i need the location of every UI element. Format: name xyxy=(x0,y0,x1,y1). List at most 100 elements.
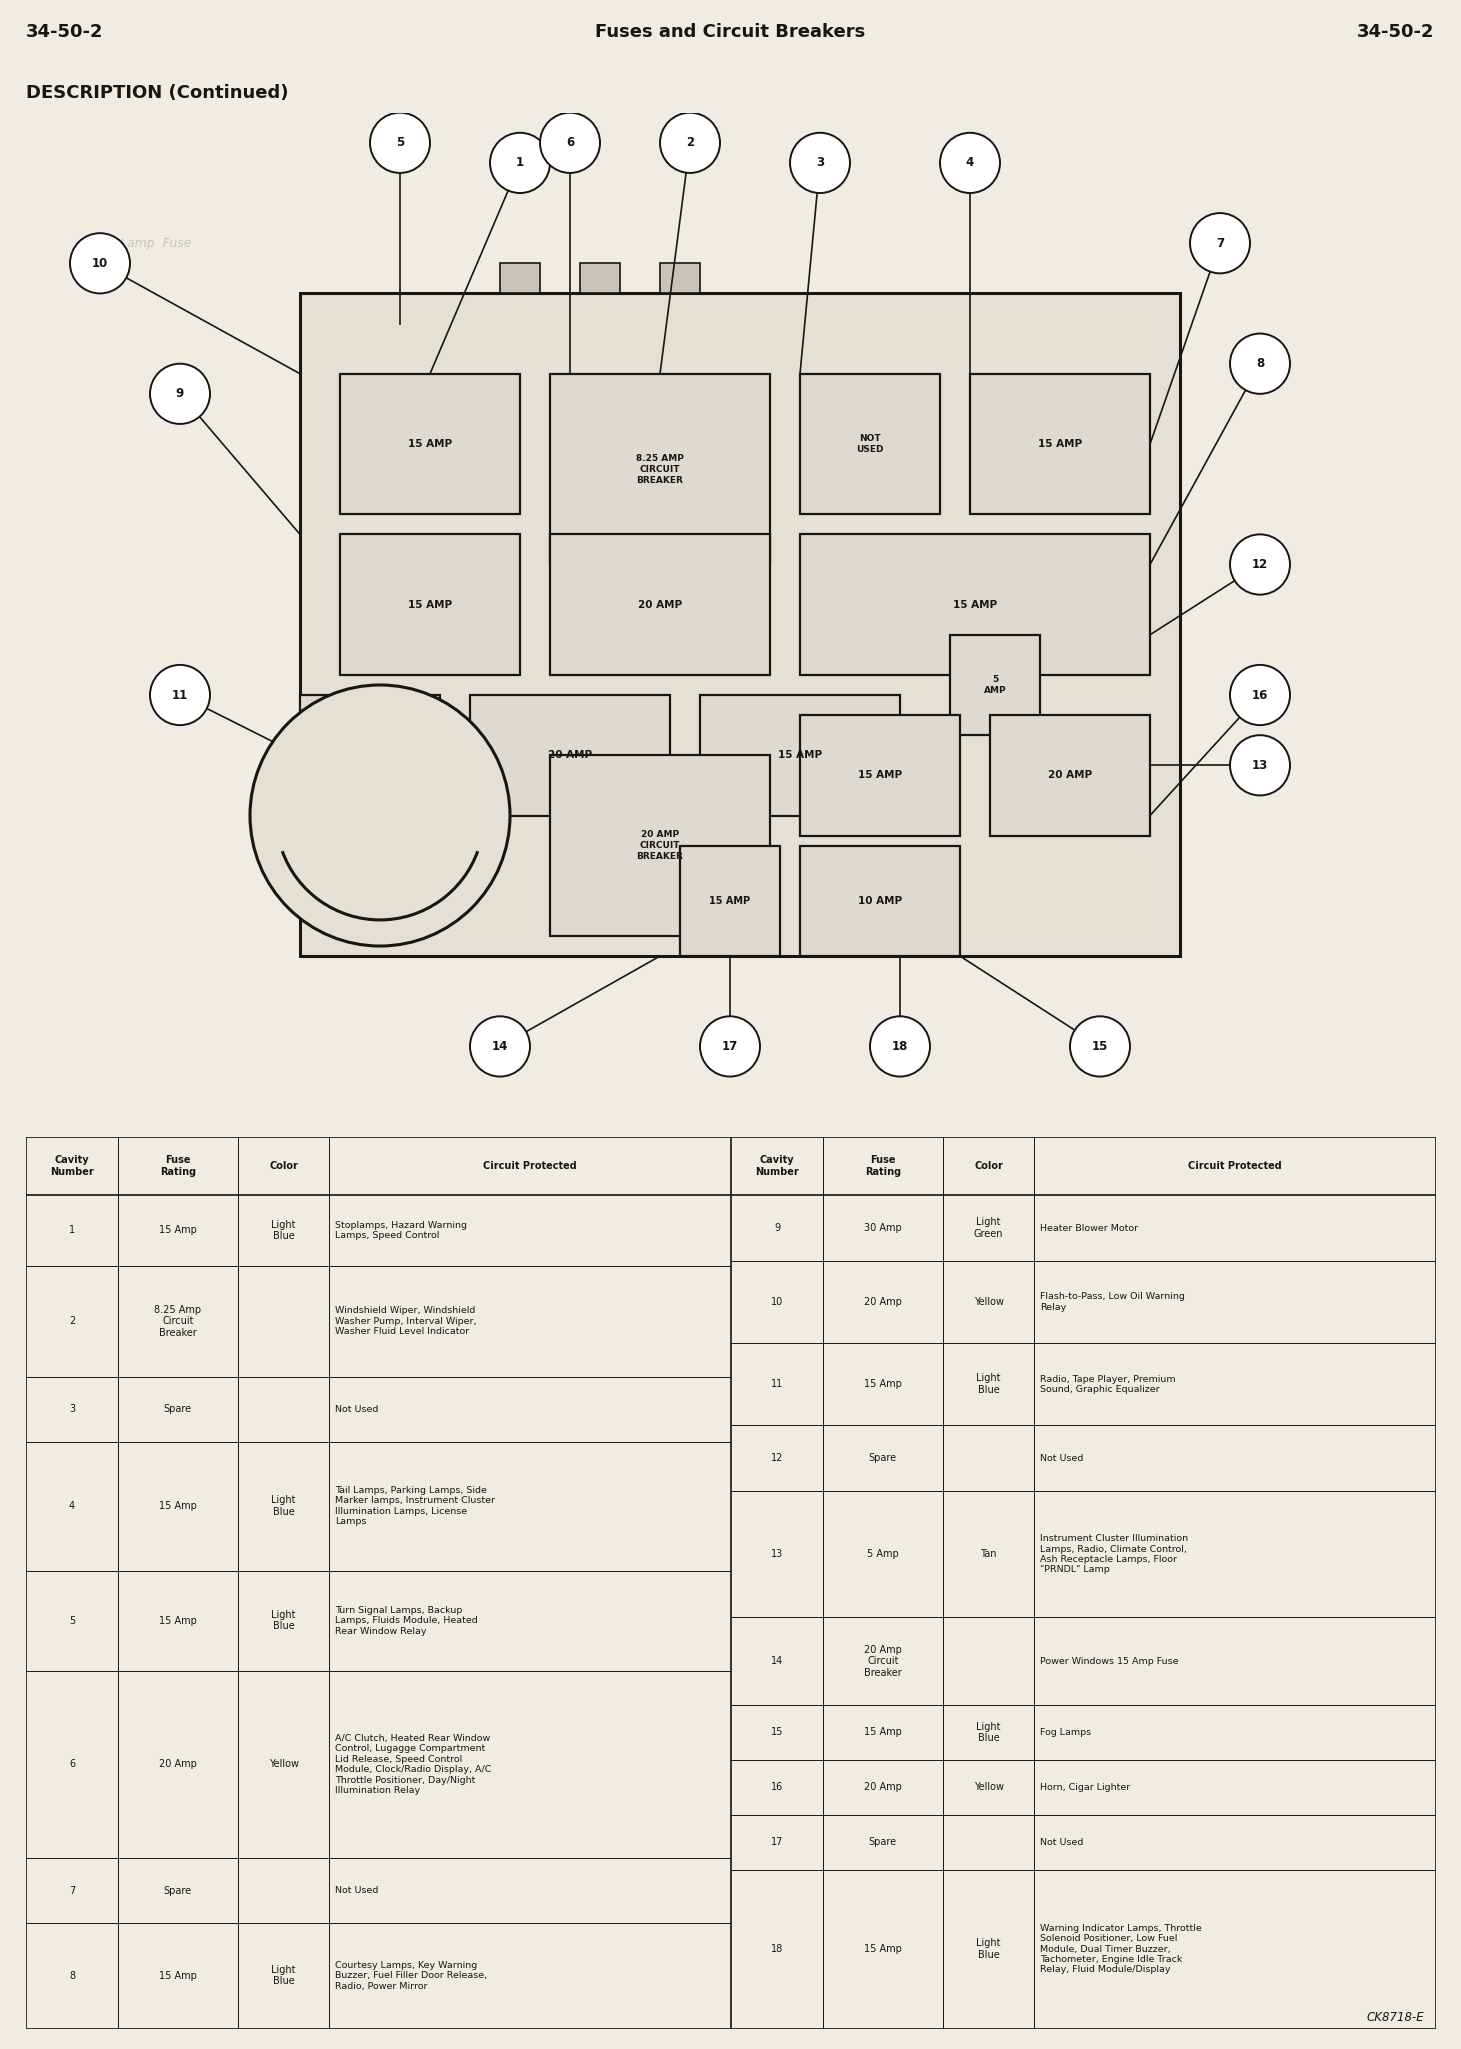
Text: 15: 15 xyxy=(1091,1041,1109,1053)
Text: 5: 5 xyxy=(69,1615,76,1625)
Circle shape xyxy=(869,1016,931,1076)
Text: 7: 7 xyxy=(69,1885,76,1895)
Circle shape xyxy=(150,363,210,424)
Text: 18: 18 xyxy=(771,1945,783,1955)
Text: 6: 6 xyxy=(565,137,574,150)
Text: 7: 7 xyxy=(1216,238,1224,250)
Text: 13: 13 xyxy=(1252,758,1268,772)
Text: 2: 2 xyxy=(685,137,694,150)
Text: 34-50-2: 34-50-2 xyxy=(1357,23,1435,41)
Text: 17: 17 xyxy=(722,1041,738,1053)
Text: Circuit Protected: Circuit Protected xyxy=(1188,1162,1283,1172)
Bar xyxy=(500,262,541,293)
Text: 20 AMP: 20 AMP xyxy=(1048,770,1091,781)
Text: Instrument Cluster Illumination
Lamps, Radio, Climate Control,
Ash Receptacle La: Instrument Cluster Illumination Lamps, R… xyxy=(1040,1535,1188,1574)
Text: 5: 5 xyxy=(396,137,405,150)
Text: 11: 11 xyxy=(172,688,188,701)
Text: 3: 3 xyxy=(815,156,824,170)
Text: 8: 8 xyxy=(69,1971,75,1981)
Text: NOT
USED: NOT USED xyxy=(856,434,884,455)
Text: 15 Amp: 15 Amp xyxy=(159,1971,197,1981)
Text: 20 AMP
CIRCUIT
BREAKER: 20 AMP CIRCUIT BREAKER xyxy=(637,830,684,861)
Text: Not Used: Not Used xyxy=(335,1885,378,1895)
Bar xyxy=(549,535,770,674)
Circle shape xyxy=(250,684,510,947)
Text: Yellow: Yellow xyxy=(973,1297,1004,1307)
Text: 20 Amp: 20 Amp xyxy=(159,1760,197,1770)
Circle shape xyxy=(660,113,720,172)
Text: 12: 12 xyxy=(1252,557,1268,572)
Text: Fog Lamps: Fog Lamps xyxy=(1040,1727,1091,1738)
Text: Turn Signal Lamps, Backup
Lamps, Fluids Module, Heated
Rear Window Relay: Turn Signal Lamps, Backup Lamps, Fluids … xyxy=(335,1606,478,1635)
Text: Light
Blue: Light Blue xyxy=(976,1938,1001,1959)
Text: 20 Amp
Circuit
Breaker: 20 Amp Circuit Breaker xyxy=(863,1645,901,1678)
Text: 16: 16 xyxy=(1252,688,1268,701)
Text: Horn, Cigar Lighter: Horn, Cigar Lighter xyxy=(1040,1783,1131,1791)
Text: 20 AMP: 20 AMP xyxy=(548,750,592,760)
Circle shape xyxy=(70,234,130,293)
Circle shape xyxy=(1191,213,1251,273)
Text: Yellow: Yellow xyxy=(973,1783,1004,1793)
Text: 15 AMP: 15 AMP xyxy=(953,600,996,611)
Text: 13: 13 xyxy=(771,1549,783,1559)
Text: Cavity
Number: Cavity Number xyxy=(755,1156,799,1176)
Text: 15 AMP: 15 AMP xyxy=(710,895,751,906)
Text: Not Used: Not Used xyxy=(1040,1455,1084,1463)
Text: CK8718-E: CK8718-E xyxy=(1367,2012,1424,2024)
Circle shape xyxy=(1230,736,1290,795)
Bar xyxy=(549,756,770,936)
Circle shape xyxy=(700,1016,760,1076)
Text: 11: 11 xyxy=(771,1379,783,1389)
Text: 17: 17 xyxy=(771,1838,783,1846)
Text: 4: 4 xyxy=(69,1502,75,1512)
Bar xyxy=(660,262,700,293)
Circle shape xyxy=(370,113,430,172)
Text: 14: 14 xyxy=(771,1656,783,1666)
Text: Color: Color xyxy=(269,1162,298,1172)
Text: Light
Blue: Light Blue xyxy=(272,1611,295,1631)
Bar xyxy=(300,695,440,836)
Text: Spare: Spare xyxy=(869,1453,897,1463)
Text: 9: 9 xyxy=(774,1223,780,1233)
Bar xyxy=(470,695,671,816)
Text: Light
Blue: Light Blue xyxy=(272,1496,295,1516)
Text: Light
Blue: Light Blue xyxy=(272,1219,295,1242)
Text: Tan: Tan xyxy=(980,1549,996,1559)
Text: Light
Blue: Light Blue xyxy=(976,1721,1001,1744)
Text: 30 Amp: 30 Amp xyxy=(863,1223,901,1233)
Bar xyxy=(679,846,780,957)
Text: Light
Blue: Light Blue xyxy=(976,1373,1001,1395)
Text: 15 Amp: 15 Amp xyxy=(159,1615,197,1625)
Circle shape xyxy=(1230,664,1290,725)
Text: 3: 3 xyxy=(69,1404,75,1414)
Text: 15 Amp: 15 Amp xyxy=(863,1945,901,1955)
Text: 20 Amp: 20 Amp xyxy=(863,1783,901,1793)
Circle shape xyxy=(1069,1016,1129,1076)
Text: Heater Blower Motor: Heater Blower Motor xyxy=(1040,1223,1138,1233)
Text: 10: 10 xyxy=(771,1297,783,1307)
Circle shape xyxy=(939,133,999,193)
Text: Not Used: Not Used xyxy=(1040,1838,1084,1846)
Text: Light
Blue: Light Blue xyxy=(272,1965,295,1985)
Bar xyxy=(970,373,1150,514)
Text: 15 AMP: 15 AMP xyxy=(858,770,901,781)
Bar xyxy=(580,262,619,293)
Text: 1: 1 xyxy=(516,156,524,170)
Text: 8.25 Amp
Circuit
Breaker: 8.25 Amp Circuit Breaker xyxy=(155,1305,202,1338)
Text: 30
AMP: 30 AMP xyxy=(358,754,383,777)
Text: Not Used: Not Used xyxy=(335,1406,378,1414)
Text: 15 AMP: 15 AMP xyxy=(777,750,823,760)
Text: Fuse
Rating: Fuse Rating xyxy=(865,1156,901,1176)
Text: 15 AMP: 15 AMP xyxy=(408,438,451,449)
Text: 15 AMP: 15 AMP xyxy=(1037,438,1083,449)
Text: 18: 18 xyxy=(891,1041,909,1053)
Text: 8.25 AMP
CIRCUIT
BREAKER: 8.25 AMP CIRCUIT BREAKER xyxy=(636,453,684,486)
Text: Fuses and Circuit Breakers: Fuses and Circuit Breakers xyxy=(596,23,865,41)
Text: Tail Lamps, Parking Lamps, Side
Marker lamps, Instrument Cluster
Illumination La: Tail Lamps, Parking Lamps, Side Marker l… xyxy=(335,1486,495,1527)
Text: 15 Amp: 15 Amp xyxy=(159,1225,197,1236)
Text: Spare: Spare xyxy=(869,1838,897,1846)
Text: Stoplamps, Hazard Warning
Lamps, Speed Control: Stoplamps, Hazard Warning Lamps, Speed C… xyxy=(335,1221,468,1240)
Text: Courtesy Lamps, Key Warning
Buzzer, Fuel Filler Door Release,
Radio, Power Mirro: Courtesy Lamps, Key Warning Buzzer, Fuel… xyxy=(335,1961,487,1990)
Bar xyxy=(300,293,1180,957)
Text: Windshield Wiper, Windshield
Washer Pump, Interval Wiper,
Washer Fluid Level Ind: Windshield Wiper, Windshield Washer Pump… xyxy=(335,1307,476,1336)
